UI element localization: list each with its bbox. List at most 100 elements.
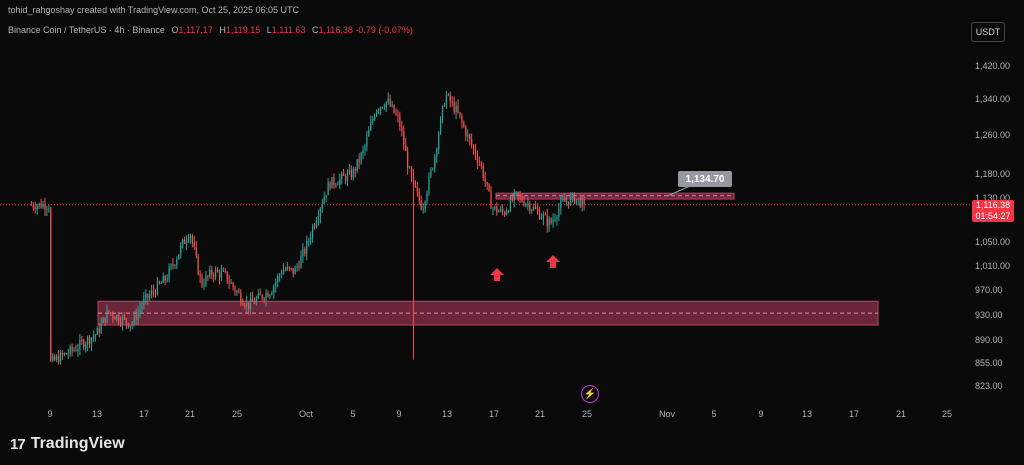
candle-body [119, 321, 122, 324]
candle-body [463, 122, 465, 128]
candle-body [246, 302, 248, 307]
candle-body [552, 219, 554, 223]
y-tick-label: 890.00 [975, 335, 1003, 345]
x-tick-label: 5 [350, 409, 356, 419]
candle-body [145, 293, 147, 299]
candle-body [143, 298, 145, 306]
candle-body [187, 238, 190, 241]
lightning-icon[interactable]: ⚡ [581, 385, 599, 403]
candle-body [306, 240, 308, 254]
close-label: C [311, 25, 319, 35]
candle-body [414, 181, 417, 188]
footer-bar [0, 428, 1024, 465]
candle-body [579, 198, 581, 207]
candle-body [556, 216, 558, 219]
x-tick-label: Oct [298, 409, 314, 419]
candle-body [457, 105, 459, 113]
candle-body [362, 149, 364, 154]
y-tick-label: 930.00 [975, 310, 1003, 320]
chart-canvas[interactable] [0, 0, 1024, 428]
candle-body [137, 311, 139, 320]
candle-body [149, 294, 151, 299]
candle-body [195, 246, 197, 256]
candle-body [418, 191, 420, 201]
candle-body [63, 353, 65, 355]
candle-body [486, 182, 488, 185]
candle-body [131, 323, 133, 326]
candle-body [240, 292, 242, 303]
candle-body [191, 235, 193, 243]
x-tick-label: 9 [396, 409, 402, 419]
candle-body [401, 126, 403, 132]
candle-body [496, 206, 498, 213]
candle-body [408, 167, 411, 169]
candle-body [253, 301, 256, 304]
candle-body [443, 105, 446, 107]
credit-line: tohid_rahgoshay created with TradingView… [8, 5, 300, 15]
up-arrow-icon [546, 255, 560, 268]
candle-body [311, 226, 314, 238]
candle-body [480, 162, 482, 166]
candle-body [519, 195, 521, 197]
candle-body [507, 211, 510, 213]
currency-button[interactable]: USDT [971, 22, 1005, 42]
candle-body [436, 149, 438, 156]
candle-body [453, 101, 455, 113]
candle-body [542, 214, 545, 218]
candle-body [521, 196, 523, 202]
candle-body [189, 235, 192, 239]
candle-body [86, 337, 89, 345]
candle-body [500, 208, 502, 211]
candle-body [313, 226, 316, 228]
candle-body [88, 337, 91, 344]
candle-body [71, 346, 73, 351]
candle-body [127, 323, 129, 328]
candle-body [218, 271, 221, 278]
candle-body [492, 208, 494, 210]
candle-body [102, 317, 104, 324]
x-tick-label: 9 [758, 409, 764, 419]
candle-body [278, 275, 281, 277]
candle-body [273, 286, 275, 294]
y-tick-label: 1,010.00 [975, 261, 1011, 271]
candle-body [525, 203, 527, 206]
candle-body [228, 281, 230, 284]
x-tick-label: 17 [138, 409, 150, 419]
candle-body [178, 254, 180, 260]
candle-body [323, 197, 325, 204]
candle-body [420, 200, 422, 210]
x-tick-label: 25 [581, 409, 593, 419]
candle-body [300, 256, 302, 269]
candle-body [277, 276, 279, 283]
candle-body [34, 207, 36, 210]
candle-body [259, 293, 261, 296]
candle-body [503, 212, 506, 215]
candle-body [490, 191, 492, 209]
tradingview-logo[interactable]: 17 TradingView [10, 435, 125, 453]
candle-body [331, 177, 333, 189]
candle-body [430, 169, 432, 177]
candle-body [232, 282, 234, 288]
candle-body [304, 248, 306, 254]
candle-body [366, 136, 368, 146]
open-value: 1,117.17 [178, 25, 213, 35]
countdown-value: 01:54:27 [975, 211, 1011, 221]
candle-body [284, 269, 287, 271]
candle-body [96, 328, 98, 335]
candle-body [364, 145, 366, 150]
candle-body [434, 155, 436, 169]
candle-body [360, 153, 362, 163]
candle-body [527, 203, 529, 205]
candle-body [377, 110, 380, 112]
candle-body [502, 208, 504, 213]
candle-body [327, 182, 329, 196]
candle-body [389, 98, 391, 106]
candle-body [255, 298, 257, 304]
candle-body [176, 259, 178, 266]
candle-body [341, 173, 343, 179]
candle-body [424, 201, 426, 209]
candle-body [73, 349, 75, 351]
x-tick-label: 17 [848, 409, 860, 419]
candle-body [296, 266, 298, 268]
candle-body [432, 168, 434, 170]
